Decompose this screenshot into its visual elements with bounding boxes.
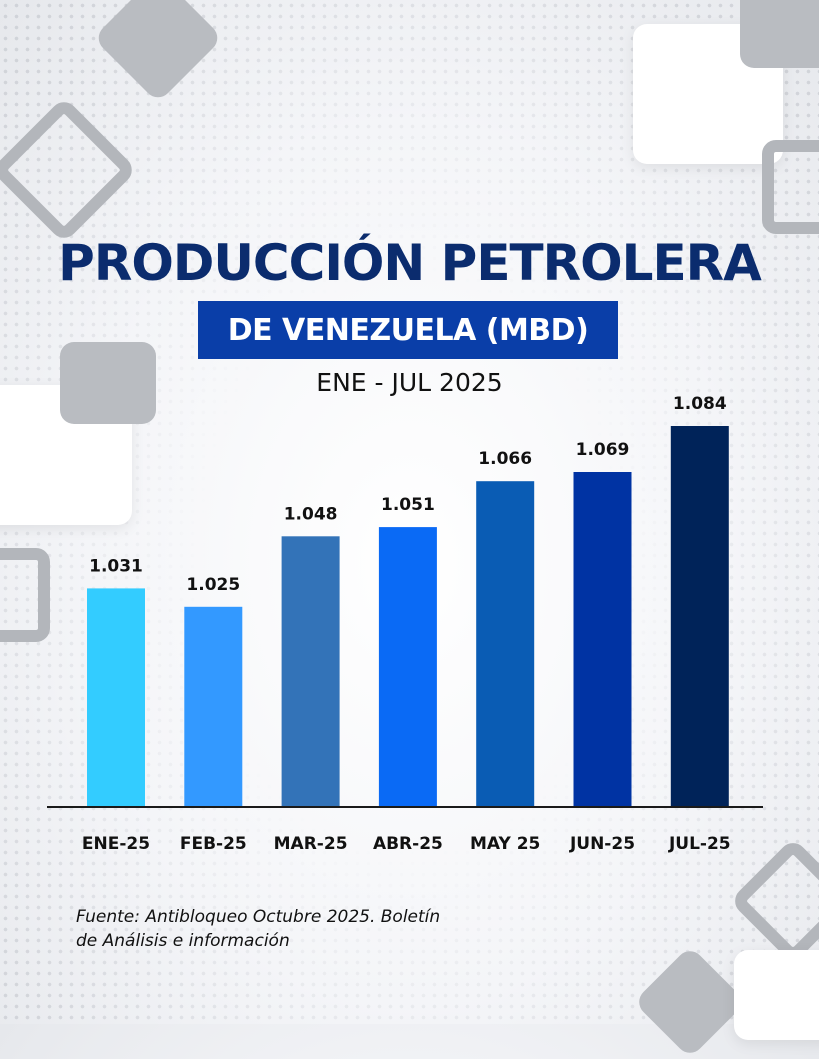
decorative-gray-square bbox=[740, 0, 819, 68]
bar-abr-25 bbox=[378, 527, 437, 806]
value-label: 1.051 bbox=[381, 495, 435, 515]
subtitle-text: DE VENEZUELA (MBD) bbox=[227, 312, 589, 348]
category-tick-label: JUL-25 bbox=[668, 834, 731, 854]
value-label: 1.048 bbox=[284, 504, 338, 524]
category-tick-label: ENE-25 bbox=[82, 834, 150, 854]
value-label: 1.084 bbox=[673, 394, 727, 414]
category-tick-label: JUN-25 bbox=[569, 834, 635, 854]
source-note: Fuente: Antibloqueo Octubre 2025. Boletí… bbox=[76, 905, 596, 953]
subtitle-banner: DE VENEZUELA (MBD) bbox=[198, 301, 618, 359]
bar-feb-25 bbox=[184, 606, 243, 806]
category-tick-label: FEB-25 bbox=[180, 834, 247, 854]
bar-ene-25 bbox=[87, 588, 145, 806]
category-tick-label: MAR-25 bbox=[274, 834, 348, 854]
value-label: 1.069 bbox=[576, 440, 630, 460]
source-line-2: de Análisis e información bbox=[76, 931, 290, 951]
period-label: ENE - JUL 2025 bbox=[316, 368, 503, 397]
decorative-outline-square bbox=[762, 140, 819, 234]
category-tick-label: ABR-25 bbox=[373, 834, 443, 854]
bar-jun-25 bbox=[573, 472, 632, 806]
value-label: 1.066 bbox=[478, 449, 532, 469]
page-title: PRODUCCIÓN PETROLERA bbox=[58, 234, 762, 292]
bar-may-25 bbox=[476, 481, 535, 806]
bar-jul-25 bbox=[670, 426, 729, 806]
bar-mar-25 bbox=[281, 536, 340, 806]
category-tick-label: MAY 25 bbox=[470, 834, 540, 854]
bar-chart: 1.031 ENE-25 1.025 FEB-25 1.048 MAR-25 1.051 AB… bbox=[47, 394, 763, 854]
source-line-1: Fuente: Antibloqueo Octubre 2025. Boletí… bbox=[76, 907, 441, 927]
value-label: 1.031 bbox=[89, 556, 143, 576]
value-label: 1.025 bbox=[186, 575, 240, 595]
decorative-outline-square bbox=[0, 548, 50, 642]
decorative-gray-square bbox=[60, 342, 156, 424]
